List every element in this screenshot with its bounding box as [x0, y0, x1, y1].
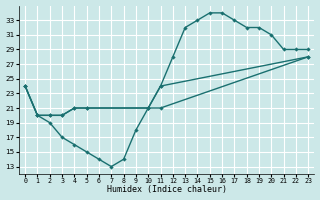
X-axis label: Humidex (Indice chaleur): Humidex (Indice chaleur)	[107, 185, 227, 194]
